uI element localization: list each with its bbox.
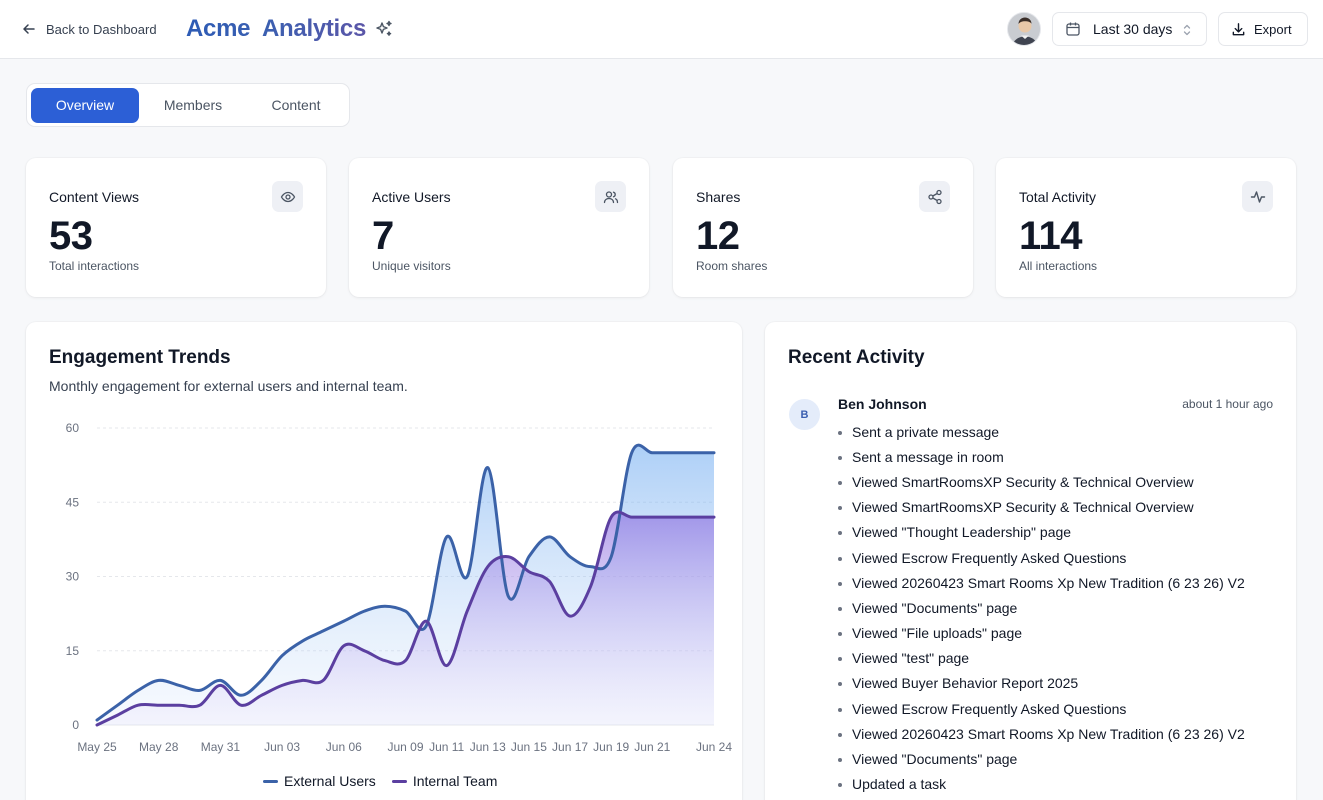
x-tick-label: Jun 03 (264, 740, 300, 754)
brand-name: Acme Analytics (186, 15, 367, 42)
x-tick-label: Jun 19 (593, 740, 629, 754)
stat-label: Active Users (372, 189, 451, 205)
tab-content[interactable]: Content (271, 97, 321, 113)
x-tick-label: Jun 24 (696, 740, 732, 754)
activity-list-item: Viewed SmartRoomsXP Security & Technical… (838, 495, 1245, 520)
activity-list-item: Viewed SmartRoomsXP Security & Technical… (838, 469, 1245, 494)
stat-caption: All interactions (1019, 259, 1098, 273)
legend-swatch-external (263, 779, 278, 783)
user-avatar[interactable] (1007, 12, 1041, 46)
engagement-chart: 0 15 30 45 60 May 25 May 28 May 31 Jun 03 Jun 06 J… (66, 421, 733, 754)
x-tick-label: May 31 (201, 740, 241, 754)
export-button[interactable]: Export (1218, 12, 1308, 46)
legend-swatch-internal (391, 779, 407, 783)
x-tick-label: Jun 06 (326, 740, 362, 754)
activity-icon (1242, 181, 1273, 212)
chart-title: Engagement Trends (49, 347, 231, 368)
stat-card-shares: Shares 12 Room shares (673, 158, 973, 297)
y-tick-label: 60 (66, 421, 80, 435)
x-tick-label: Jun 15 (511, 740, 547, 754)
activity-list-item: Viewed "Thought Leadership" page (838, 520, 1245, 545)
activity-user-name: Ben Johnson (838, 396, 927, 412)
stat-caption: Unique visitors (372, 259, 451, 273)
calendar-icon (1066, 22, 1080, 36)
stat-card-total-activity: Total Activity 114 All interactions (996, 158, 1296, 297)
activity-list-item: Sent a message in room (838, 444, 1245, 469)
activity-list-item: Viewed "File uploads" page (838, 621, 1245, 646)
x-tick-label: Jun 13 (470, 740, 506, 754)
series-line-internal-team[interactable] (95, 510, 716, 727)
stat-card-content-views: Content Views 53 Total interactions (26, 158, 326, 297)
tab-overview[interactable]: Overview (31, 87, 139, 123)
activity-list-item: Viewed 20260423 Smart Rooms Xp New Tradi… (838, 721, 1245, 746)
date-range-value: Last 30 days (1093, 21, 1173, 37)
y-tick-label: 0 (72, 718, 79, 732)
activity-title: Recent Activity (788, 347, 925, 368)
activity-user-avatar: B (789, 399, 820, 430)
back-to-dashboard-link[interactable]: Back to Dashboard (22, 18, 157, 40)
stat-caption: Total interactions (49, 259, 140, 273)
chart-legend: External Users Internal Team (263, 773, 497, 789)
back-label: Back to Dashboard (46, 21, 157, 37)
y-tick-label: 30 (66, 570, 80, 584)
series-area-internal-team (97, 511, 714, 725)
eye-icon (272, 181, 303, 212)
x-tick-label: Jun 11 (429, 740, 464, 754)
series-line-external-users[interactable] (95, 443, 716, 722)
stat-value: 114 (1019, 214, 1083, 258)
chart-subtitle: Monthly engagement for external users an… (49, 378, 408, 394)
activity-list-item: Viewed "Documents" page (838, 595, 1245, 620)
activity-list-item: Viewed "Documents" page (838, 746, 1245, 771)
tab-members[interactable]: Members (163, 97, 223, 113)
activity-timestamp: about 1 hour ago (1182, 397, 1273, 411)
x-tick-label: Jun 17 (552, 740, 588, 754)
y-tick-label: 15 (66, 644, 80, 658)
date-range-select[interactable]: Last 30 days (1052, 12, 1207, 46)
activity-list-item: Viewed Buyer Behavior Report 2025 (838, 671, 1245, 696)
export-label: Export (1254, 21, 1292, 37)
person-photo-icon (1008, 13, 1040, 45)
x-tick-label: May 28 (139, 740, 179, 754)
activity-list-item: Updated a task (838, 772, 1245, 797)
users-icon (595, 181, 626, 212)
activity-list-item: Viewed Escrow Frequently Asked Questions (838, 696, 1245, 721)
legend-label: Internal Team (412, 773, 498, 789)
chevron-up-down-icon (1183, 24, 1191, 36)
sparkles-icon (376, 20, 392, 36)
top-bar: Back to Dashboard Acme Analytics Last 30… (0, 0, 1323, 59)
legend-item-internal[interactable]: Internal Team (391, 773, 498, 789)
arrow-left-icon (23, 24, 35, 34)
activity-list-item: Viewed "test" page (838, 646, 1245, 671)
brand: Acme Analytics (186, 12, 394, 46)
stat-label: Shares (696, 189, 741, 205)
view-tabs: Overview Members Content (26, 83, 350, 127)
recent-activity-panel: Recent Activity B Ben Johnson about 1 ho… (765, 322, 1296, 800)
stat-value: 7 (372, 214, 394, 258)
x-tick-label: May 25 (77, 740, 117, 754)
stat-value: 12 (696, 214, 740, 258)
activity-list-item: Viewed Escrow Frequently Asked Questions (838, 545, 1245, 570)
share-icon (919, 181, 950, 212)
download-icon (1232, 22, 1245, 35)
x-tick-label: Jun 09 (387, 740, 423, 754)
engagement-trends-panel: Engagement Trends Monthly engagement for… (26, 322, 742, 800)
x-tick-label: Jun 21 (634, 740, 670, 754)
legend-item-external[interactable]: External Users (263, 773, 376, 789)
stat-label: Total Activity (1019, 189, 1097, 205)
stat-value: 53 (49, 214, 93, 258)
activity-list: Sent a private message Sent a message in … (838, 419, 1245, 797)
legend-label: External Users (284, 773, 376, 789)
y-tick-label: 45 (66, 495, 80, 509)
stat-caption: Room shares (696, 259, 768, 273)
activity-list-item: Sent a private message (838, 419, 1245, 444)
stat-card-active-users: Active Users 7 Unique visitors (349, 158, 649, 297)
stat-label: Content Views (49, 189, 140, 205)
activity-list-item: Viewed 20260423 Smart Rooms Xp New Tradi… (838, 570, 1245, 595)
